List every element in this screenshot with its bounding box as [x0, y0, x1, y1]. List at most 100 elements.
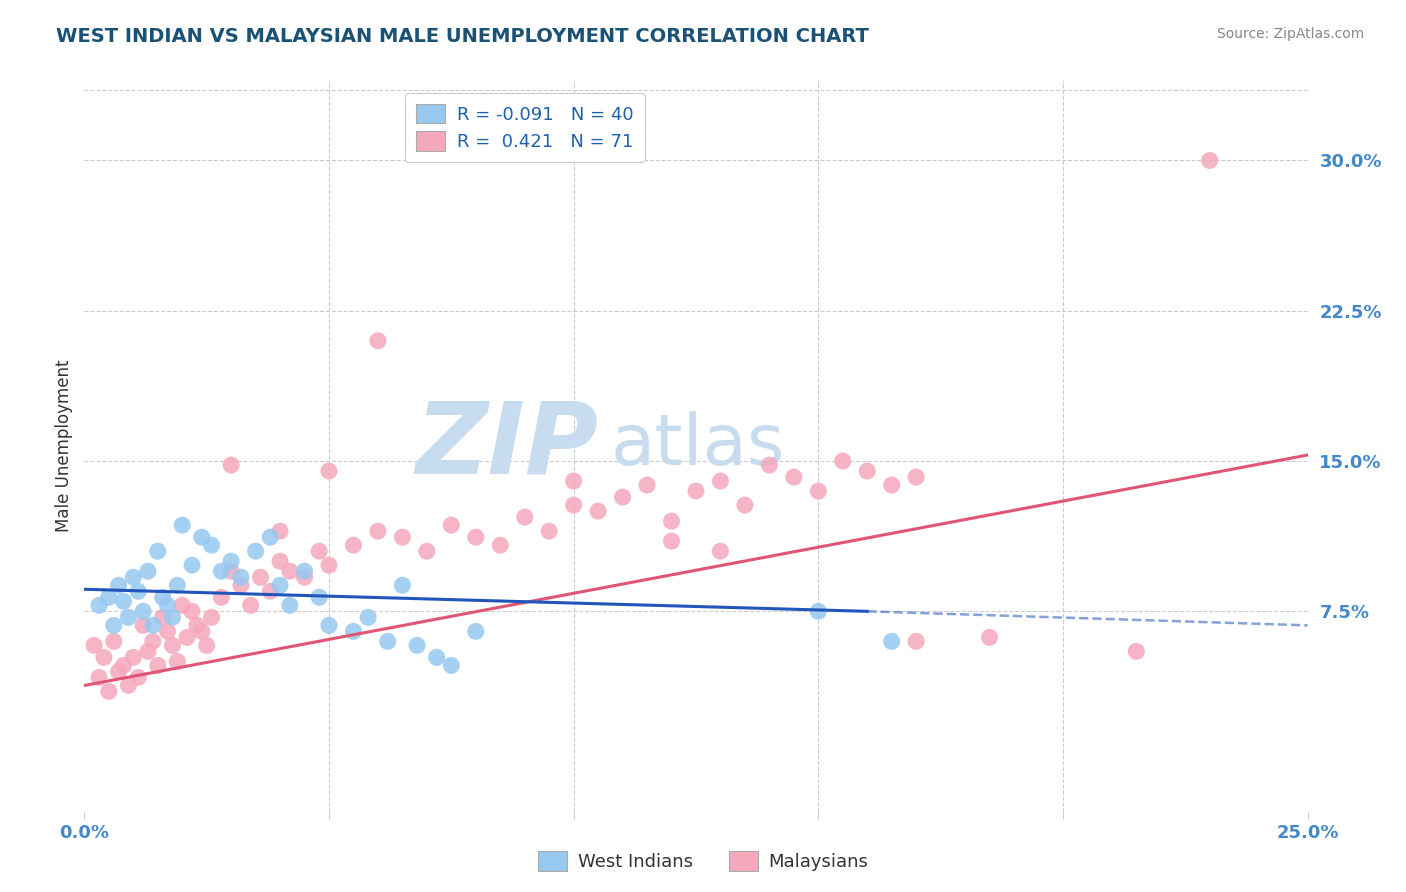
Point: [856, 464, 879, 478]
Point: [426, 650, 449, 665]
Point: [294, 570, 316, 584]
Point: [308, 544, 330, 558]
Point: [318, 464, 340, 478]
Text: ZIP: ZIP: [415, 398, 598, 494]
Point: [152, 591, 174, 605]
Point: [269, 554, 291, 568]
Point: [181, 558, 204, 573]
Point: [905, 470, 928, 484]
Point: [538, 524, 561, 538]
Point: [734, 498, 756, 512]
Point: [308, 591, 330, 605]
Point: [831, 454, 853, 468]
Point: [513, 510, 536, 524]
Point: [107, 665, 129, 679]
Point: [416, 544, 439, 558]
Point: [132, 618, 155, 632]
Point: [586, 504, 609, 518]
Legend: R = -0.091   N = 40, R =  0.421   N = 71: R = -0.091 N = 40, R = 0.421 N = 71: [405, 93, 644, 161]
Point: [391, 578, 413, 592]
Point: [377, 634, 399, 648]
Point: [186, 618, 208, 632]
Point: [1198, 153, 1220, 168]
Point: [191, 624, 214, 639]
Point: [97, 591, 120, 605]
Point: [612, 490, 634, 504]
Point: [318, 618, 340, 632]
Point: [758, 458, 780, 472]
Point: [636, 478, 658, 492]
Point: [259, 584, 281, 599]
Point: [278, 564, 301, 578]
Point: [259, 530, 281, 544]
Point: [685, 484, 707, 499]
Point: [342, 624, 364, 639]
Point: [318, 558, 340, 573]
Point: [464, 530, 486, 544]
Point: [162, 610, 184, 624]
Point: [152, 610, 174, 624]
Text: WEST INDIAN VS MALAYSIAN MALE UNEMPLOYMENT CORRELATION CHART: WEST INDIAN VS MALAYSIAN MALE UNEMPLOYME…: [56, 27, 869, 45]
Point: [162, 639, 184, 653]
Point: [367, 524, 389, 538]
Point: [166, 655, 188, 669]
Point: [172, 599, 194, 613]
Point: [562, 498, 585, 512]
Point: [87, 670, 110, 684]
Point: [127, 670, 149, 684]
Point: [136, 644, 159, 658]
Point: [269, 578, 291, 592]
Point: [127, 584, 149, 599]
Point: [200, 538, 222, 552]
Point: [83, 639, 105, 653]
Y-axis label: Male Unemployment: Male Unemployment: [55, 359, 73, 533]
Point: [880, 634, 903, 648]
Point: [391, 530, 413, 544]
Point: [136, 564, 159, 578]
Point: [278, 599, 301, 613]
Point: [191, 530, 214, 544]
Point: [239, 599, 262, 613]
Legend: West Indians, Malaysians: West Indians, Malaysians: [530, 844, 876, 879]
Point: [440, 658, 463, 673]
Point: [122, 570, 145, 584]
Point: [87, 599, 110, 613]
Point: [245, 544, 267, 558]
Point: [342, 538, 364, 552]
Point: [107, 578, 129, 592]
Text: Source: ZipAtlas.com: Source: ZipAtlas.com: [1216, 27, 1364, 41]
Point: [103, 618, 125, 632]
Point: [406, 639, 429, 653]
Point: [219, 554, 242, 568]
Point: [464, 624, 486, 639]
Point: [142, 634, 165, 648]
Point: [269, 524, 291, 538]
Point: [229, 578, 252, 592]
Point: [219, 564, 242, 578]
Point: [97, 684, 120, 698]
Point: [562, 474, 585, 488]
Point: [489, 538, 512, 552]
Point: [661, 534, 683, 549]
Point: [979, 631, 1001, 645]
Point: [357, 610, 380, 624]
Point: [200, 610, 222, 624]
Point: [1125, 644, 1147, 658]
Point: [209, 591, 232, 605]
Point: [229, 570, 252, 584]
Point: [661, 514, 683, 528]
Point: [249, 570, 271, 584]
Point: [146, 544, 169, 558]
Point: [807, 604, 830, 618]
Point: [783, 470, 806, 484]
Point: [709, 474, 731, 488]
Point: [294, 564, 316, 578]
Point: [117, 678, 139, 692]
Point: [905, 634, 928, 648]
Point: [709, 544, 731, 558]
Text: atlas: atlas: [610, 411, 785, 481]
Point: [209, 564, 232, 578]
Point: [142, 618, 165, 632]
Point: [132, 604, 155, 618]
Point: [93, 650, 115, 665]
